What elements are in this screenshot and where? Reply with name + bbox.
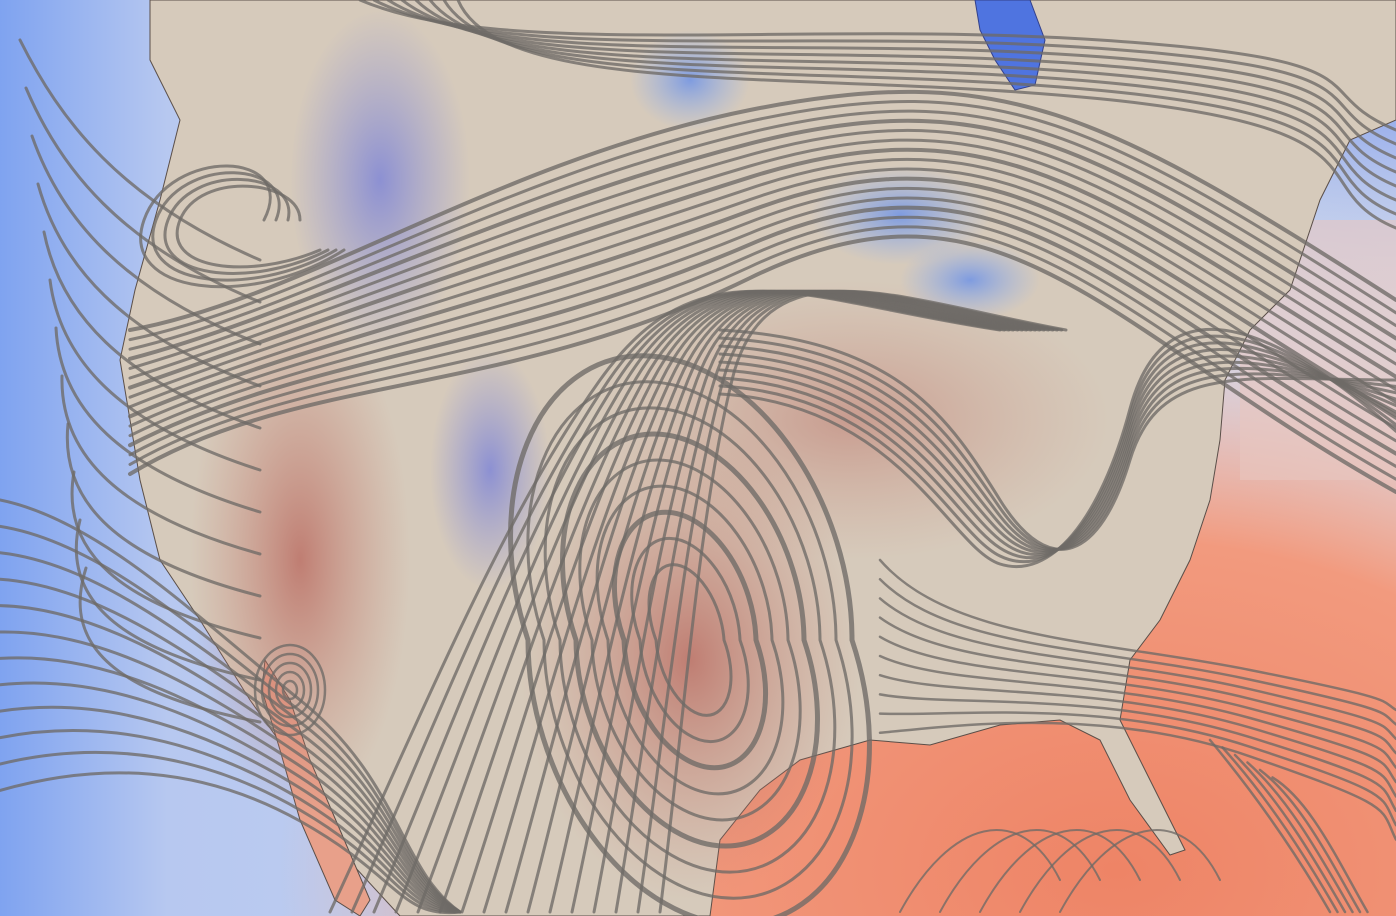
- cold-anomaly-prairies: [630, 30, 750, 130]
- streamline: [428, 0, 1396, 202]
- streamline: [0, 750, 462, 914]
- streamline: [128, 118, 1396, 361]
- streamline: [128, 100, 1396, 342]
- streamline: [878, 673, 1396, 798]
- streamline: [595, 484, 785, 796]
- streamline: [128, 186, 1396, 430]
- streamline: [36, 182, 262, 388]
- streamline: [128, 157, 1396, 399]
- streamline: [128, 225, 1396, 481]
- streamline: [939, 829, 1101, 913]
- streamline: [899, 829, 1061, 913]
- streamline: [0, 656, 462, 914]
- streamline: [878, 693, 1396, 813]
- streamline: [386, 0, 1396, 160]
- streamline: [358, 0, 1396, 132]
- streamline: [128, 215, 1396, 468]
- streamline: [718, 327, 1396, 569]
- streamline: [1271, 776, 1369, 914]
- streamline: [1246, 761, 1354, 914]
- streamline: [400, 0, 1396, 174]
- streamline: [128, 176, 1396, 419]
- streamline: [253, 643, 327, 737]
- streamline: [54, 326, 262, 514]
- streamline: [128, 205, 1396, 456]
- streamline: [0, 771, 462, 915]
- streamline: [128, 109, 1396, 351]
- streamline: [18, 38, 262, 262]
- streamline: [42, 230, 262, 430]
- streamline: [456, 0, 1396, 230]
- streamline: [128, 89, 1396, 332]
- streamline: [1208, 738, 1332, 914]
- streamline: [281, 679, 299, 701]
- streamline: [630, 537, 750, 743]
- streamline: [139, 164, 346, 289]
- streamline: [1258, 768, 1362, 914]
- cold-anomaly-rockies-south: [430, 350, 550, 590]
- streamline: [0, 681, 462, 914]
- streamline: [260, 652, 320, 728]
- streamline: [267, 661, 313, 719]
- streamline: [878, 577, 1396, 726]
- streamline: [1233, 753, 1347, 914]
- streamline: [979, 829, 1141, 913]
- streamline: [128, 147, 1396, 390]
- streamline: [414, 0, 1396, 188]
- streamline: [48, 278, 262, 472]
- streamline: [0, 705, 462, 914]
- streamline: [128, 167, 1396, 409]
- warm-anomaly-southwest: [190, 300, 410, 820]
- streamline: [60, 374, 262, 556]
- streamline: [878, 616, 1396, 755]
- streamline: [442, 0, 1396, 216]
- streamline: [508, 353, 872, 916]
- cold-anomaly-midwest: [900, 240, 1040, 320]
- streamline: [0, 630, 462, 914]
- streamline: [274, 670, 306, 710]
- streamline: [0, 498, 462, 914]
- streamline: [878, 558, 1396, 712]
- streamline: [878, 711, 1396, 827]
- streamline: [878, 635, 1396, 769]
- streamline: [526, 380, 854, 900]
- streamline: [65, 422, 262, 598]
- streamline: [0, 604, 462, 914]
- streamline: [1221, 746, 1339, 914]
- streamline: [1059, 829, 1221, 913]
- streamline: [1019, 829, 1181, 913]
- streamline: [878, 654, 1396, 784]
- streamline: [128, 138, 1396, 380]
- streamline: [0, 524, 462, 914]
- streamline: [611, 509, 769, 771]
- streamline: [372, 0, 1396, 146]
- streamline: [128, 196, 1396, 443]
- streamline: [128, 128, 1396, 370]
- streamline: [0, 729, 462, 914]
- streamline: [30, 134, 262, 346]
- streamline: [658, 289, 1068, 914]
- streamline: [878, 597, 1396, 741]
